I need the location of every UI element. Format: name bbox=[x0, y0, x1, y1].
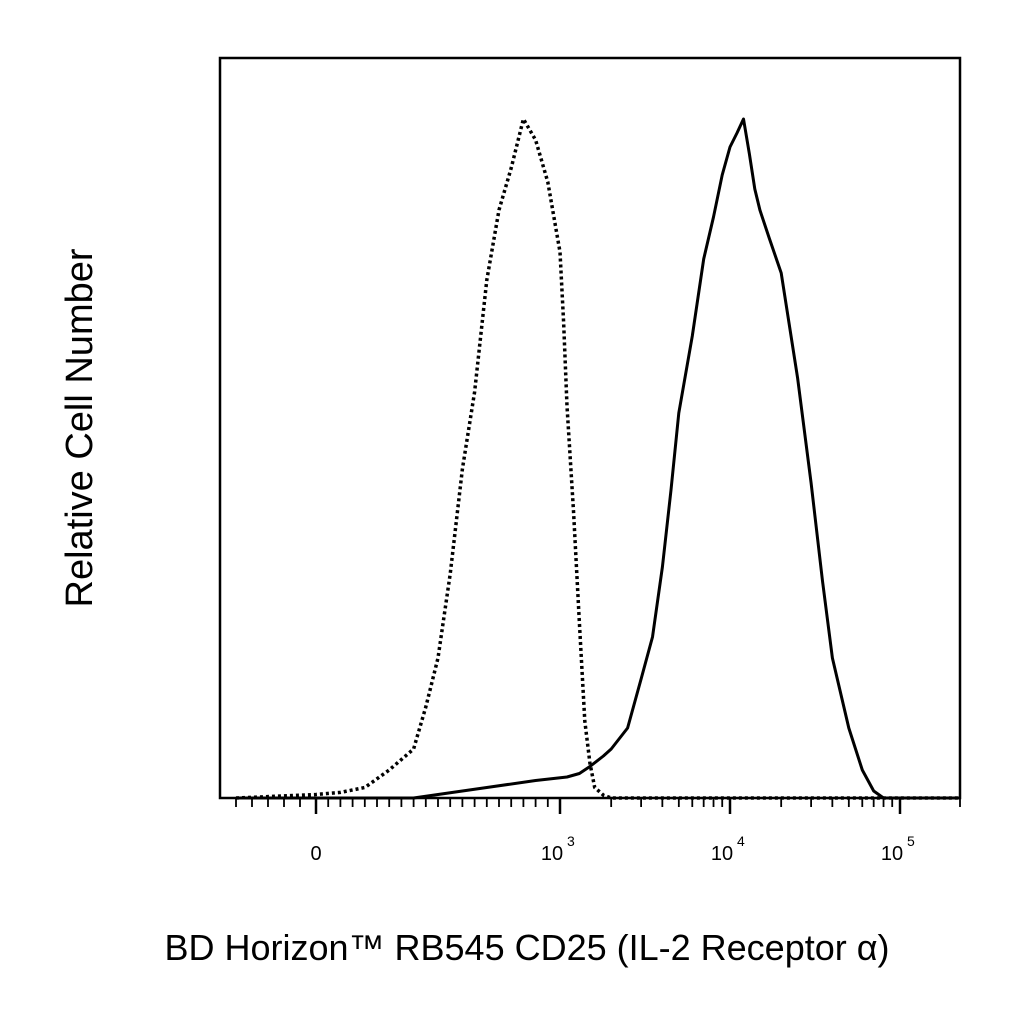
x-tick-exponent: 3 bbox=[567, 833, 575, 849]
x-tick-label: 10 bbox=[881, 843, 903, 865]
x-tick-exponent: 4 bbox=[737, 833, 745, 849]
series-solid-line bbox=[236, 117, 960, 800]
x-major-ticks bbox=[314, 798, 902, 814]
series-layer bbox=[235, 117, 960, 800]
x-tick-label: 10 bbox=[711, 843, 733, 865]
x-tick-label: 10 bbox=[541, 843, 563, 865]
x-tick-label: 0 bbox=[310, 843, 321, 865]
plot-frame bbox=[218, 56, 962, 800]
series-dotted-line bbox=[235, 117, 960, 800]
x-tick-exponent: 5 bbox=[907, 833, 915, 849]
x-axis-label: BD Horizon™ RB545 CD25 (IL-2 Receptor α) bbox=[164, 927, 889, 968]
y-axis-label: Relative Cell Number bbox=[59, 248, 101, 607]
